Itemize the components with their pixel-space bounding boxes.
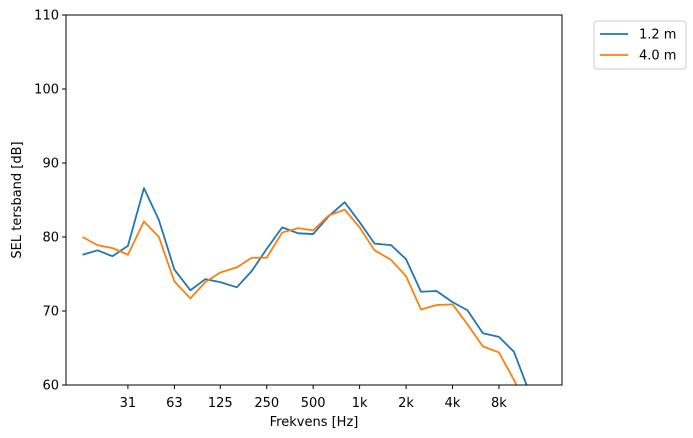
x-tick-label: 63 — [166, 396, 183, 411]
y-tick-label: 110 — [34, 9, 59, 24]
series-layer — [82, 187, 528, 385]
x-axis-ticks: 31 63 125 250 500 1k 2k 4k 8k — [120, 385, 507, 411]
y-tick-label: 90 — [42, 157, 59, 172]
y-tick-label: 100 — [34, 83, 59, 98]
y-axis-ticks: 60 70 80 90 100 110 — [34, 9, 66, 394]
y-tick-label: 80 — [42, 231, 59, 246]
x-tick-label: 2k — [398, 396, 414, 411]
legend-box — [593, 20, 687, 70]
x-tick-label: 8k — [491, 396, 507, 411]
x-axis-label: Frekvens [Hz] — [270, 415, 359, 430]
y-tick-label: 70 — [42, 305, 59, 320]
legend: 1.2 m 4.0 m — [593, 20, 687, 70]
x-tick-label: 125 — [208, 396, 233, 411]
x-tick-label: 250 — [254, 396, 279, 411]
x-tick-label: 500 — [301, 396, 326, 411]
legend-label-2: 4.0 m — [639, 49, 676, 64]
plot-area: 60 70 80 90 100 110 31 63 125 250 500 1k 2k 4k 8k — [34, 9, 563, 411]
x-tick-label: 4k — [445, 396, 461, 411]
y-tick-label: 60 — [42, 379, 59, 394]
series-line-2 — [82, 208, 518, 385]
series-line-1 — [82, 187, 528, 385]
y-axis-label: SEL tersband [dB] — [10, 141, 25, 258]
legend-label-1: 1.2 m — [639, 28, 676, 43]
x-tick-label: 1k — [352, 396, 368, 411]
plot-frame — [65, 14, 563, 386]
x-tick-label: 31 — [120, 396, 137, 411]
